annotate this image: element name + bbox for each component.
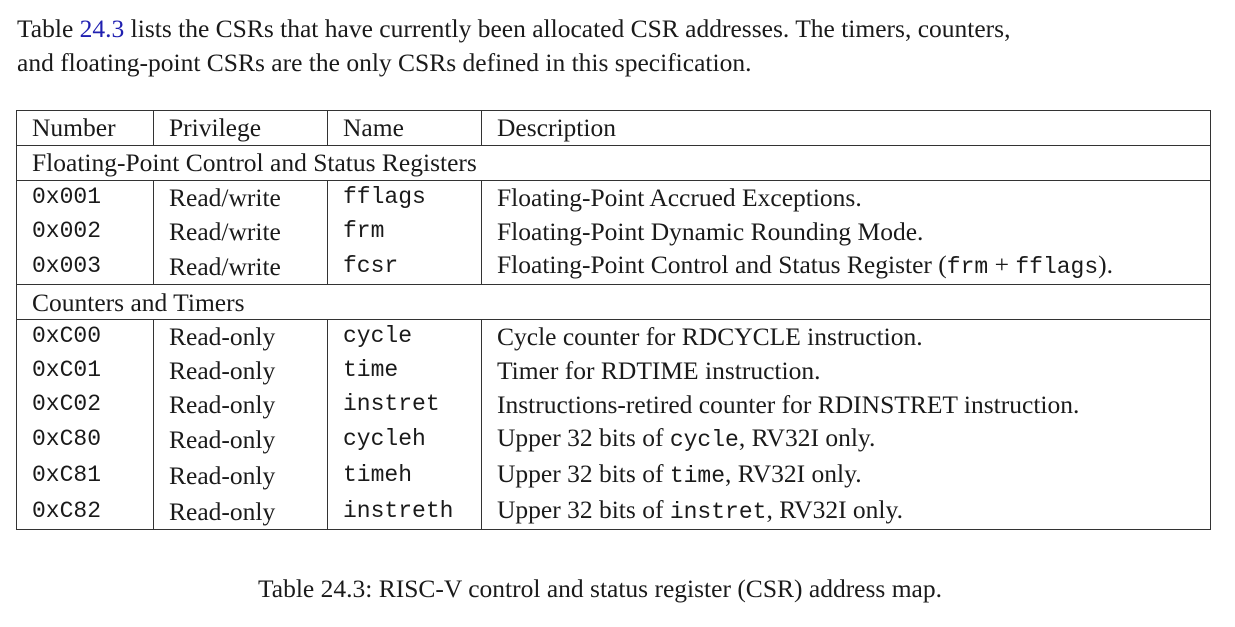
description-text: Upper 32 bits of bbox=[497, 495, 670, 525]
header-number: Number bbox=[16, 110, 154, 146]
intro-text-rest: lists the CSRs that have currently been … bbox=[124, 14, 1011, 43]
csr-address-table: Number Privilege Name Description Floati… bbox=[16, 110, 1211, 531]
group-header-row: Floating-Point Control and Status Regist… bbox=[16, 145, 1211, 181]
csr-privilege: Read/write bbox=[153, 248, 328, 285]
code-term: instret bbox=[669, 499, 767, 526]
header-privilege: Privilege bbox=[153, 110, 328, 146]
csr-number: 0xC00 bbox=[16, 319, 154, 354]
description-text: Upper 32 bits of bbox=[497, 459, 670, 489]
code-term: time bbox=[669, 463, 726, 490]
table-body: Floating-Point Control and Status Regist… bbox=[16, 145, 1211, 530]
group-header-row: Counters and Timers bbox=[16, 284, 1211, 320]
csr-description: Cycle counter for RDCYCLE instruction. bbox=[482, 319, 1211, 353]
table-row: 0x003 Read/write fcsr Floating-Point Contro… bbox=[16, 248, 1211, 285]
description-text: Floating-Point Accrued Exceptions. bbox=[497, 182, 862, 212]
header-name: Name bbox=[327, 110, 482, 146]
csr-number: 0xC82 bbox=[16, 493, 154, 530]
csr-privilege: Read-only bbox=[153, 421, 328, 458]
description-text: , RV32I only. bbox=[725, 459, 862, 489]
csr-description: Timer for RDTIME instruction. bbox=[482, 354, 1211, 388]
csr-name: cycle bbox=[327, 319, 482, 354]
csr-number: 0x001 bbox=[16, 180, 154, 215]
description-text: Timer for RDTIME instruction. bbox=[497, 356, 821, 386]
csr-number: 0x003 bbox=[16, 248, 154, 285]
group-title: Floating-Point Control and Status Regist… bbox=[16, 145, 1211, 181]
description-text: ). bbox=[1098, 250, 1114, 280]
intro-paragraph: Table 24.3 lists the CSRs that have curr… bbox=[17, 12, 1217, 80]
csr-number: 0xC80 bbox=[16, 421, 154, 458]
description-text: + bbox=[988, 250, 1016, 280]
description-text: Floating-Point Dynamic Rounding Mode. bbox=[497, 216, 924, 246]
csr-number: 0xC81 bbox=[16, 457, 154, 494]
description-text: Instructions-retired counter for RDINSTR… bbox=[497, 389, 1080, 419]
csr-name: instret bbox=[327, 387, 482, 422]
csr-number: 0xC01 bbox=[16, 353, 154, 388]
table-header-row: Number Privilege Name Description bbox=[16, 110, 1211, 146]
code-term: fflags bbox=[1015, 254, 1099, 281]
csr-privilege: Read-only bbox=[153, 457, 328, 494]
csr-name: timeh bbox=[327, 457, 482, 494]
intro-line-2: and floating-point CSRs are the only CSR… bbox=[17, 48, 752, 77]
csr-name: fflags bbox=[327, 180, 482, 215]
csr-privilege: Read-only bbox=[153, 493, 328, 530]
description-text: Cycle counter for RDCYCLE instruction. bbox=[497, 322, 923, 352]
description-text: Upper 32 bits of bbox=[497, 423, 670, 453]
csr-description: Instructions-retired counter for RDINSTR… bbox=[482, 388, 1211, 422]
code-term: frm bbox=[946, 254, 989, 281]
intro-text-start: Table bbox=[17, 14, 80, 43]
csr-number: 0x002 bbox=[16, 214, 154, 249]
code-term: cycle bbox=[669, 427, 739, 454]
csr-description: Floating-Point Control and Status Regist… bbox=[482, 248, 1211, 285]
intro-line-1: Table 24.3 lists the CSRs that have curr… bbox=[17, 12, 1217, 46]
csr-description: Floating-Point Dynamic Rounding Mode. bbox=[482, 214, 1211, 248]
description-text: , RV32I only. bbox=[738, 423, 876, 453]
description-text: Floating-Point Control and Status Regist… bbox=[497, 250, 947, 280]
csr-privilege: Read-only bbox=[153, 387, 328, 422]
csr-name: instreth bbox=[327, 493, 482, 530]
table-row: 0xC81 Read-only timeh Upper 32 bits of time… bbox=[16, 457, 1211, 494]
table-row: 0xC80 Read-only cycleh Upper 32 bits of cyc… bbox=[16, 421, 1211, 458]
csr-description: Upper 32 bits of cycle, RV32I only. bbox=[482, 421, 1211, 457]
csr-description: Floating-Point Accrued Exceptions. bbox=[482, 180, 1211, 214]
table-reference-link[interactable]: 24.3 bbox=[79, 14, 125, 43]
table-row: 0xC02 Read-only instret Instructions-retire… bbox=[16, 387, 1211, 422]
csr-privilege: Read/write bbox=[153, 180, 328, 215]
table-row: 0xC01 Read-only time Timer for RDTIME instr… bbox=[16, 353, 1211, 388]
csr-privilege: Read/write bbox=[153, 214, 328, 249]
csr-name: frm bbox=[327, 214, 482, 249]
csr-description: Upper 32 bits of time, RV32I only. bbox=[482, 457, 1211, 493]
table-caption: Table 24.3: RISC-V control and status re… bbox=[257, 574, 943, 603]
csr-name: fcsr bbox=[327, 248, 482, 285]
table-row: 0x001 Read/write fflags Floating-Point Accr… bbox=[16, 180, 1211, 215]
table-row: 0x002 Read/write frm Floating-Point Dynamic… bbox=[16, 214, 1211, 249]
csr-name: cycleh bbox=[327, 421, 482, 458]
csr-name: time bbox=[327, 353, 482, 388]
header-description: Description bbox=[481, 110, 1211, 146]
csr-privilege: Read-only bbox=[153, 319, 328, 354]
csr-description: Upper 32 bits of instret, RV32I only. bbox=[482, 493, 1211, 530]
csr-number: 0xC02 bbox=[16, 387, 154, 422]
table-row: 0xC00 Read-only cycle Cycle counter for RDC… bbox=[16, 319, 1211, 354]
group-title: Counters and Timers bbox=[16, 284, 1211, 320]
csr-privilege: Read-only bbox=[153, 353, 328, 388]
description-text: , RV32I only. bbox=[766, 495, 903, 525]
table-row: 0xC82 Read-only instreth Upper 32 bits of i… bbox=[16, 493, 1211, 530]
